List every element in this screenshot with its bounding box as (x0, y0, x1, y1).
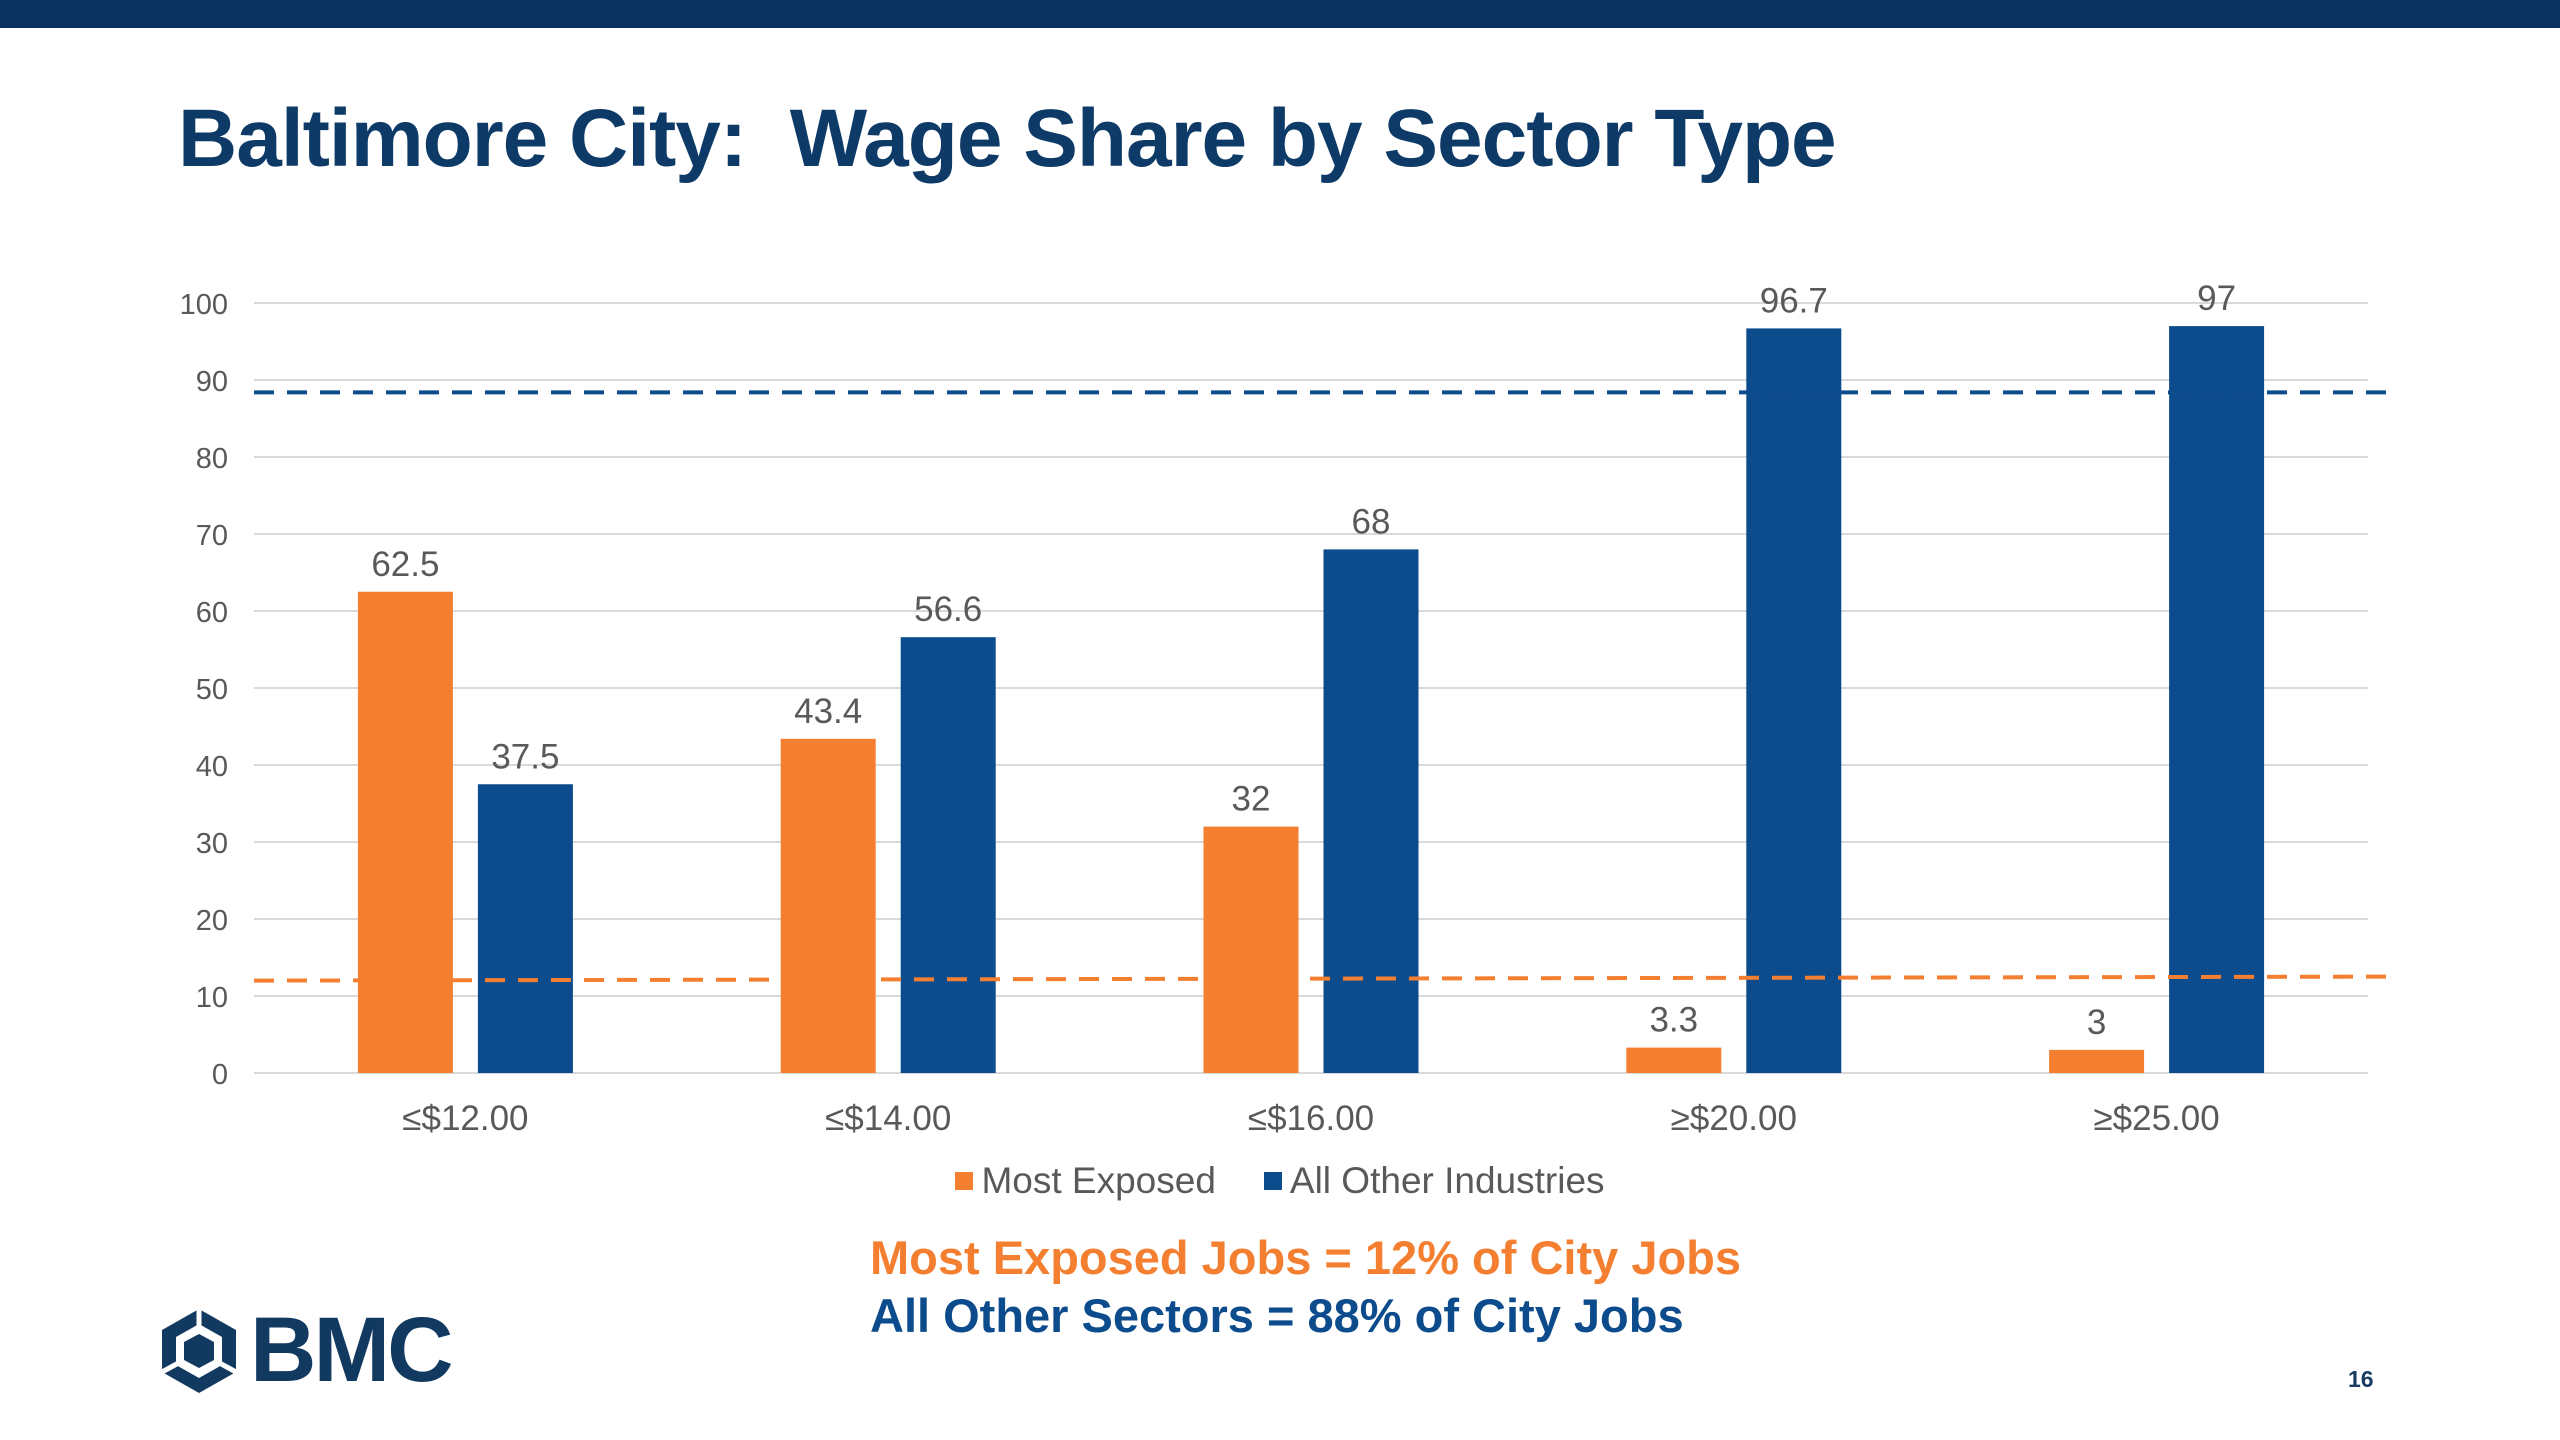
legend-label-most-exposed: Most Exposed (981, 1160, 1216, 1201)
bar-all-other-0 (477, 784, 573, 1073)
data-label: 32 (1232, 780, 1271, 819)
legend-item-all-other: All Other Industries (1263, 1160, 1605, 1202)
footnote-most-exposed: Most Exposed Jobs = 12% of City Jobs (870, 1231, 1742, 1284)
y-tick-label: 0 (212, 1059, 228, 1091)
top-banner (0, 0, 2560, 28)
bar-most-exposed-1 (780, 738, 876, 1073)
bar-most-exposed-4 (2049, 1049, 2145, 1073)
x-tick-label: ≤$16.00 (1248, 1099, 1374, 1138)
data-label: 68 (1352, 502, 1391, 541)
data-label: 37.5 (491, 737, 559, 776)
data-label: 56.6 (914, 590, 982, 629)
y-tick-label: 70 (196, 520, 228, 552)
y-tick-label: 10 (196, 982, 228, 1014)
data-label: 3 (2087, 1003, 2106, 1042)
bar-most-exposed-2 (1203, 826, 1299, 1073)
legend-label-all-other: All Other Industries (1289, 1160, 1605, 1201)
x-tick-label: ≥$20.00 (1671, 1099, 1797, 1138)
data-label: 62.5 (371, 545, 439, 584)
bar-all-other-3 (1746, 328, 1842, 1073)
data-label: 97 (2197, 279, 2236, 318)
bar-all-other-1 (900, 637, 996, 1073)
legend-swatch-all-other (1263, 1172, 1282, 1190)
legend-swatch-most-exposed (955, 1172, 974, 1190)
bmc-logo: BMC (158, 1298, 454, 1403)
legend-item-most-exposed: Most Exposed (955, 1160, 1216, 1202)
footnote-all-other: All Other Sectors = 88% of City Jobs (870, 1289, 1684, 1342)
y-tick-label: 30 (196, 828, 228, 860)
data-label: 3.3 (1649, 1001, 1698, 1040)
bmc-logo-icon (160, 1308, 238, 1393)
y-tick-label: 60 (196, 597, 228, 629)
x-tick-label: ≤$14.00 (825, 1099, 951, 1138)
bar-most-exposed-0 (357, 591, 453, 1073)
y-tick-label: 100 (180, 289, 228, 321)
reference-line-exposed (253, 974, 2393, 983)
bar-all-other-4 (2169, 326, 2265, 1074)
x-tick-label: ≥$25.00 (2093, 1099, 2219, 1138)
y-tick-label: 90 (196, 366, 228, 398)
data-label: 43.4 (794, 692, 862, 731)
page-number: 16 (2348, 1366, 2374, 1392)
bar-all-other-2 (1323, 549, 1419, 1073)
y-tick-label: 50 (196, 674, 228, 706)
y-tick-label: 80 (196, 443, 228, 475)
y-tick-label: 40 (196, 751, 228, 783)
x-tick-label: ≤$12.00 (402, 1099, 528, 1138)
bar-most-exposed-3 (1626, 1047, 1722, 1073)
chart-legend: Most Exposed All Other Industries (0, 1160, 2560, 1202)
data-label: 96.7 (1760, 281, 1828, 320)
bmc-logo-text: BMC (250, 1299, 454, 1401)
y-tick-label: 20 (196, 905, 228, 937)
slide-title: Baltimore City: Wage Share by Sector Typ… (178, 93, 1837, 184)
